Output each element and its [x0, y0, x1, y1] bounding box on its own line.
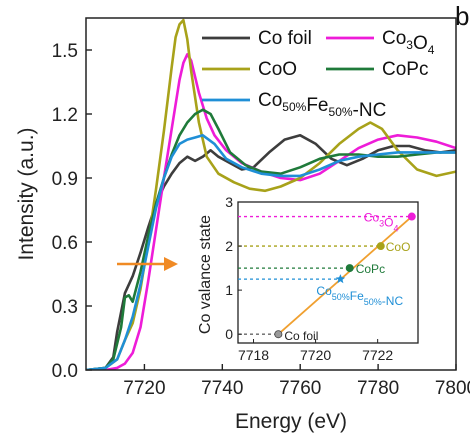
legend-label-cofenc: Co50%Fe50%-NC [258, 90, 386, 121]
inset-marker-co_foil [274, 330, 283, 339]
legend-label-co3o4: Co3O4 [382, 28, 435, 57]
series-line-cofenc [86, 134, 456, 370]
plot-frame [85, 17, 457, 371]
legend-label-coo-part: CoO [258, 59, 297, 80]
series-line-co3o4 [86, 53, 456, 370]
inset-y-tick-label: 2 [225, 238, 233, 254]
legend-label-co3o4-sub: 3 [406, 38, 413, 52]
y-axis-title: Intensity (a.u.) [15, 127, 38, 260]
y-tick-label: 0.0 [52, 361, 78, 382]
legend-label-copc: CoPc [382, 59, 428, 80]
inset-label-co3o4-sub: 3 [379, 219, 384, 229]
inset-label-cofenc-sub: 50% [364, 297, 382, 307]
y-tick-label: 0.3 [52, 297, 78, 318]
inset-label-co3o4: Co3O4 [364, 211, 399, 234]
x-tick-label: 7780 [357, 378, 399, 399]
y-tick-label: 0.6 [52, 233, 78, 254]
inset-label-cofenc-part: Co [316, 284, 332, 298]
inset-label-cofenc-part: -NC [382, 294, 404, 308]
inset-marker-cofenc [335, 274, 346, 284]
inset-x-tick-label: 7722 [362, 347, 393, 363]
legend-label-co3o4-part: Co [382, 28, 406, 49]
inset-label-co3o4-part: Co [364, 211, 380, 225]
inset-label-cofenc-sub: 50% [332, 292, 350, 302]
x-tick-label: 7760 [279, 378, 321, 399]
inset-x-tick-label: 7718 [238, 347, 269, 363]
inset-x-tick-label: 7720 [300, 347, 331, 363]
series-line-copc [86, 108, 456, 370]
legend-label-coo: CoO [258, 59, 297, 80]
inset-label-coo: CoO [386, 240, 411, 254]
inset-y-tick-label: 3 [225, 194, 233, 210]
x-axis-title: Energy (eV) [235, 410, 347, 433]
y-tick-label: 1.5 [52, 41, 78, 62]
legend-label-cofenc-sub: 50% [329, 105, 353, 119]
legend-label-co3o4-part: O [413, 33, 428, 54]
inset-fit-line [277, 215, 413, 335]
legend-label-co3o4-sub: 4 [428, 43, 435, 57]
inset-y-axis-title: Co valance state [197, 215, 214, 334]
inset-label-co3o4-part: O [384, 216, 393, 230]
inset-marker-co3o4 [407, 212, 416, 221]
inset-label-copc: CoPc [356, 262, 385, 276]
inset-frame [237, 201, 419, 344]
inset-label-cofenc: Co50%Fe50%-NC [316, 284, 403, 308]
arrow-annotation [117, 257, 178, 271]
y-tick-label: 1.2 [52, 105, 78, 126]
legend-label-co_foil-part: Co foil [258, 28, 312, 49]
legend-label-cofenc-part: Co [258, 90, 282, 111]
series-group [86, 18, 456, 370]
inset-label-co3o4-sub: 4 [393, 224, 398, 234]
inset-label-co_foil: Co foil [284, 329, 318, 343]
series-line-co_foil [86, 134, 456, 370]
legend-label-cofenc-sub: 50% [282, 100, 306, 114]
inset-y-tick-label: 1 [225, 282, 233, 298]
inset-y-tick-label: 0 [225, 326, 233, 342]
inset-label-coo-part: CoO [386, 240, 411, 254]
x-tick-label: 7740 [201, 378, 243, 399]
inset-label-co_foil-part: Co foil [284, 329, 318, 343]
inset-marker-coo [376, 242, 385, 251]
legend-label-copc-part: CoPc [382, 59, 428, 80]
x-tick-label: 7720 [123, 378, 165, 399]
inset-marker-copc [345, 264, 354, 273]
legend-label-cofenc-part: Fe [306, 95, 328, 116]
panel-letter: b [455, 1, 469, 31]
inset-label-copc-part: CoPc [356, 262, 385, 276]
y-tick-label: 0.9 [52, 169, 78, 190]
legend-label-cofenc-part: -NC [353, 100, 387, 121]
arrow-head [164, 257, 178, 271]
legend-label-co_foil: Co foil [258, 28, 312, 49]
inset-label-cofenc-part: Fe [350, 289, 364, 303]
